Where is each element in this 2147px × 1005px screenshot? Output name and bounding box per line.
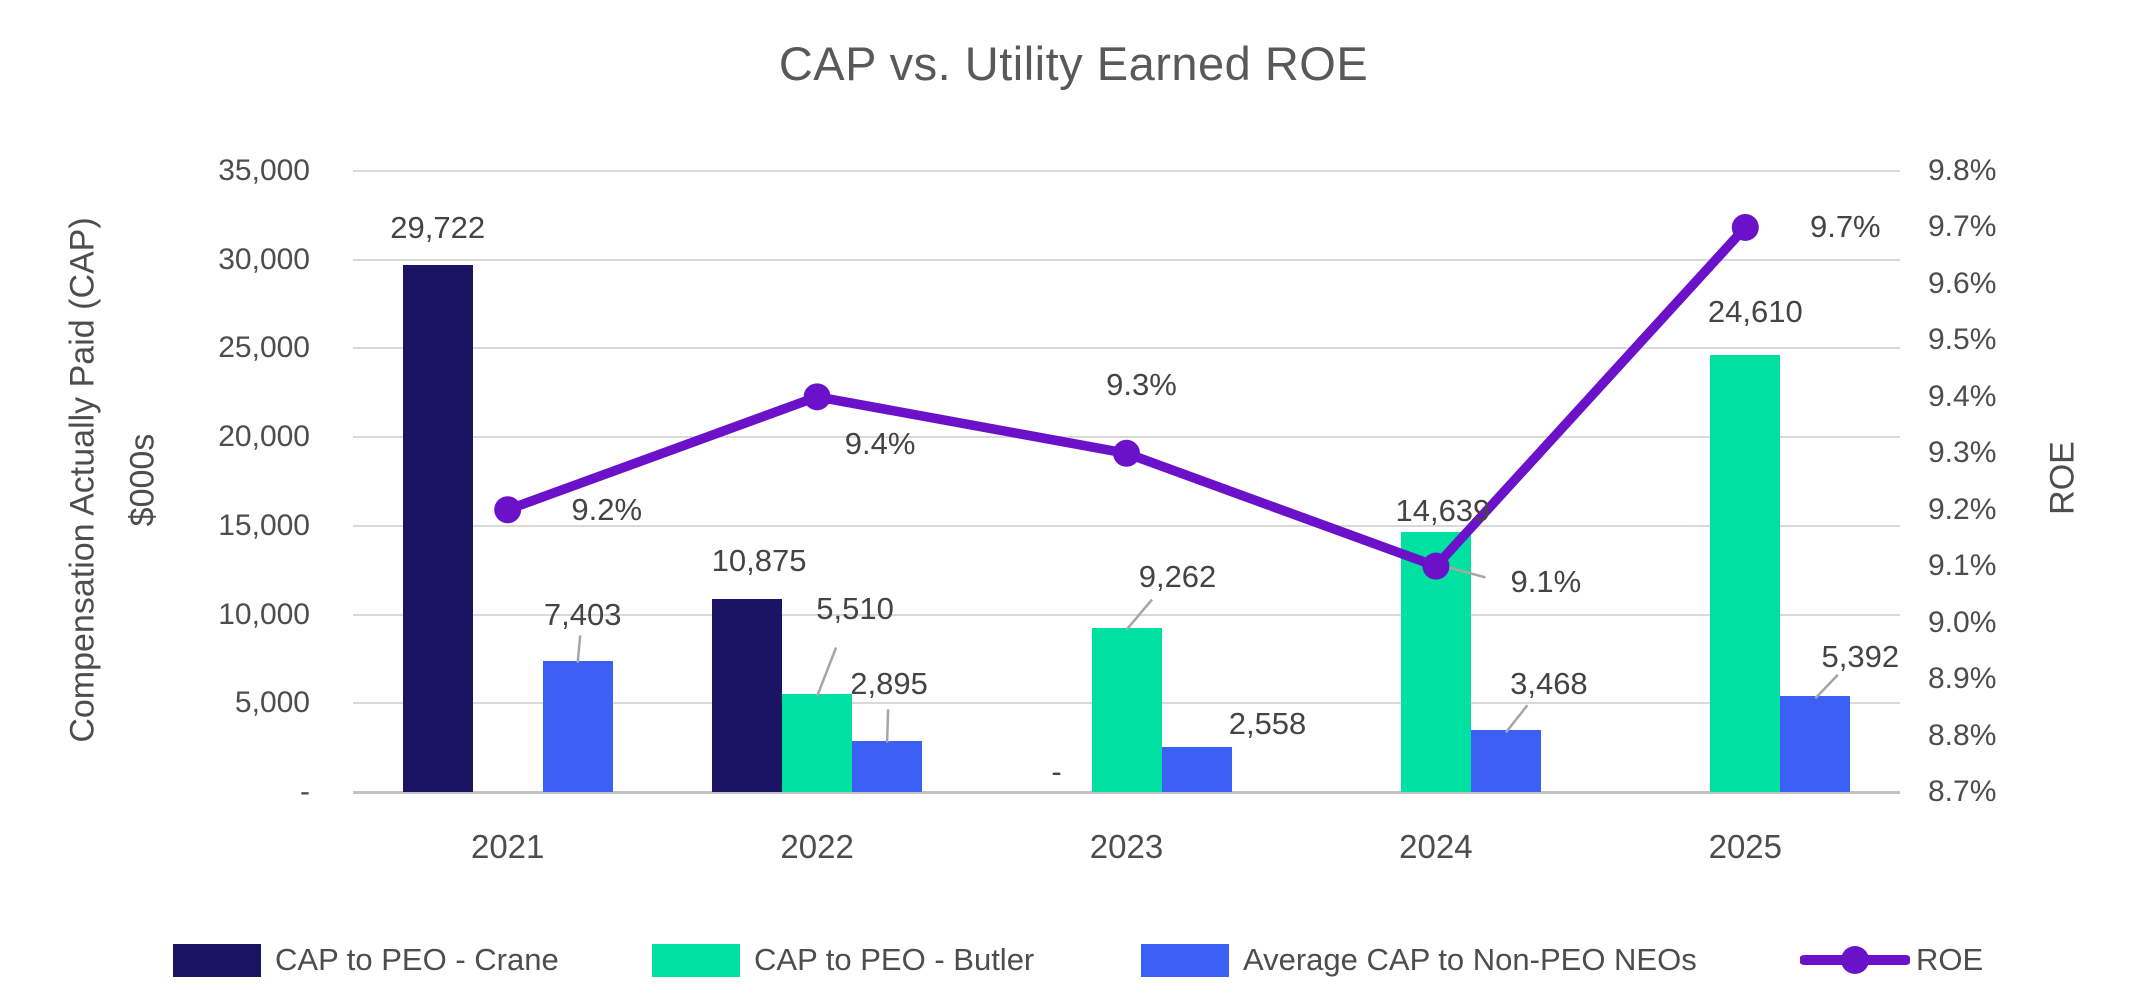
data-label-cap-to-peo-crane-2022: 10,875 bbox=[711, 543, 807, 579]
y-axis-tick-right: 8.9% bbox=[1928, 662, 1997, 696]
legend-roe-dot bbox=[1841, 946, 1869, 974]
left-axis-title: Compensation Actually Paid (CAP) bbox=[63, 217, 102, 743]
legend-item-average-cap-to-non-peo-neos: Average CAP to Non-PEO NEOs bbox=[1141, 940, 1697, 980]
legend-label-roe: ROE bbox=[1916, 942, 1984, 977]
y-axis-tick-left: 10,000 bbox=[218, 597, 310, 631]
legend-swatch-average-cap-to-non-peo-neos bbox=[1141, 943, 1229, 977]
left-axis-units: $000s bbox=[123, 433, 162, 527]
chart-title: CAP vs. Utility Earned ROE bbox=[778, 37, 1369, 90]
y-axis-tick-left: - bbox=[300, 775, 310, 808]
data-label-roe-2023: 9.3% bbox=[1106, 367, 1177, 403]
gridline bbox=[353, 347, 1900, 350]
gridline bbox=[353, 170, 1900, 172]
data-label-average-cap-to-non-peo-neos-2022: 2,895 bbox=[850, 665, 928, 701]
x-axis-label-2023: 2023 bbox=[1089, 828, 1164, 865]
legend-label-cap-to-peo-butler: CAP to PEO - Butler bbox=[754, 942, 1035, 977]
bar-average-cap-to-non-peo-neos-2021 bbox=[542, 660, 613, 792]
x-axis-label-2024: 2024 bbox=[1399, 828, 1473, 865]
legend-swatch-cap-to-peo-butler bbox=[652, 943, 740, 977]
gridline bbox=[353, 436, 1900, 439]
legend-item-roe: ROE bbox=[1800, 940, 1983, 980]
data-label-cap-to-peo-crane-2023: - bbox=[1051, 754, 1062, 789]
x-axis-label-2022: 2022 bbox=[780, 828, 854, 865]
roe-point-2021 bbox=[494, 496, 522, 524]
bar-cap-to-peo-butler-2023 bbox=[1091, 627, 1162, 792]
legend-label-average-cap-to-non-peo-neos: Average CAP to Non-PEO NEOs bbox=[1243, 942, 1697, 977]
bar-cap-to-peo-butler-2024 bbox=[1400, 532, 1471, 792]
label-leader-line bbox=[576, 635, 582, 663]
y-axis-tick-right: 9.8% bbox=[1928, 154, 1997, 187]
data-label-roe-2022: 9.4% bbox=[844, 425, 916, 461]
y-axis-tick-right: 9.4% bbox=[1928, 379, 1997, 413]
y-axis-tick-right: 9.6% bbox=[1928, 266, 1997, 300]
y-axis-tick-left: 15,000 bbox=[218, 508, 310, 542]
roe-point-2025 bbox=[1731, 213, 1759, 241]
bar-average-cap-to-non-peo-neos-2025 bbox=[1780, 696, 1851, 792]
legend-line-marker bbox=[1800, 946, 1910, 974]
label-leader-line bbox=[1504, 704, 1529, 734]
label-leader-line bbox=[885, 709, 890, 743]
y-axis-tick-left: 20,000 bbox=[218, 420, 310, 454]
y-axis-tick-right: 8.8% bbox=[1928, 718, 1997, 752]
y-axis-tick-left: 5,000 bbox=[234, 686, 310, 720]
data-label-average-cap-to-non-peo-neos-2025: 5,392 bbox=[1821, 639, 1900, 675]
data-label-cap-to-peo-crane-2021: 29,722 bbox=[390, 209, 486, 245]
bar-cap-to-peo-butler-2025 bbox=[1710, 355, 1781, 792]
legend-item-cap-to-peo-butler: CAP to PEO - Butler bbox=[652, 940, 1034, 980]
bar-average-cap-to-non-peo-neos-2024 bbox=[1470, 730, 1541, 792]
data-label-cap-to-peo-butler-2022: 5,510 bbox=[816, 591, 894, 627]
y-axis-tick-right: 9.7% bbox=[1928, 210, 1997, 244]
y-axis-tick-right: 9.5% bbox=[1928, 323, 1997, 357]
x-axis-label-2025: 2025 bbox=[1708, 828, 1783, 865]
data-label-roe-2021: 9.2% bbox=[571, 491, 643, 527]
data-label-roe-2024: 9.1% bbox=[1510, 564, 1582, 600]
roe-point-2023 bbox=[1113, 439, 1140, 467]
data-label-cap-to-peo-butler-2025: 24,610 bbox=[1707, 294, 1803, 330]
x-axis-line bbox=[353, 791, 1900, 794]
y-axis-tick-right: 8.7% bbox=[1928, 775, 1997, 808]
bar-cap-to-peo-crane-2022 bbox=[712, 599, 783, 792]
gridline bbox=[353, 258, 1900, 261]
label-leader-line bbox=[815, 647, 838, 697]
bar-cap-to-peo-crane-2021 bbox=[402, 264, 473, 792]
legend-label-cap-to-peo-crane: CAP to PEO - Crane bbox=[275, 942, 559, 977]
y-axis-tick-left: 30,000 bbox=[218, 242, 310, 276]
y-axis-tick-right: 9.2% bbox=[1928, 492, 1997, 526]
roe-point-2022 bbox=[803, 383, 831, 411]
y-axis-tick-left: 35,000 bbox=[218, 154, 310, 187]
bar-cap-to-peo-butler-2022 bbox=[782, 694, 853, 792]
data-label-cap-to-peo-butler-2023: 9,262 bbox=[1138, 558, 1217, 594]
data-label-average-cap-to-non-peo-neos-2021: 7,403 bbox=[543, 596, 622, 632]
y-axis-tick-right: 9.1% bbox=[1928, 549, 1997, 583]
data-label-roe-2025: 9.7% bbox=[1809, 209, 1881, 245]
x-axis-label-2021: 2021 bbox=[470, 828, 545, 865]
bar-average-cap-to-non-peo-neos-2022 bbox=[852, 740, 923, 792]
data-label-cap-to-peo-butler-2024: 14,639 bbox=[1395, 493, 1491, 529]
data-label-average-cap-to-non-peo-neos-2024: 3,468 bbox=[1510, 666, 1588, 702]
y-axis-tick-right: 9.0% bbox=[1928, 605, 1997, 639]
legend-swatch-cap-to-peo-crane bbox=[173, 943, 261, 977]
legend-item-cap-to-peo-crane: CAP to PEO - Crane bbox=[173, 940, 559, 980]
y-axis-tick-right: 9.3% bbox=[1928, 436, 1997, 470]
y-axis-tick-left: 25,000 bbox=[218, 331, 310, 365]
bar-average-cap-to-non-peo-neos-2023 bbox=[1161, 746, 1232, 792]
label-leader-line bbox=[1814, 674, 1839, 700]
data-label-average-cap-to-non-peo-neos-2023: 2,558 bbox=[1228, 705, 1307, 741]
